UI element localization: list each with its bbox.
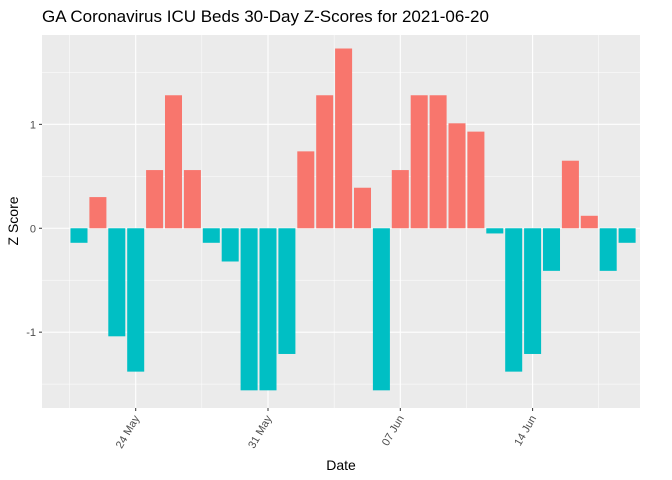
bar bbox=[108, 228, 126, 337]
bar bbox=[335, 48, 353, 229]
y-tick-label: 0 bbox=[30, 223, 36, 235]
bar bbox=[561, 160, 579, 229]
bar bbox=[89, 197, 107, 229]
bar bbox=[599, 228, 617, 271]
bar bbox=[429, 95, 447, 229]
bar bbox=[524, 228, 542, 354]
bar bbox=[70, 228, 88, 243]
bar bbox=[410, 95, 428, 229]
x-tick-label: 07 Jun bbox=[380, 414, 407, 449]
bar bbox=[353, 187, 372, 229]
bar bbox=[146, 170, 164, 229]
y-tick-label: 1 bbox=[30, 119, 36, 131]
x-tick-label: 31 May bbox=[246, 413, 275, 451]
bar bbox=[467, 131, 485, 229]
bar bbox=[316, 95, 334, 229]
bar bbox=[202, 228, 220, 243]
bar bbox=[240, 228, 258, 391]
bar bbox=[278, 228, 296, 354]
bar bbox=[580, 215, 598, 229]
bar bbox=[618, 228, 636, 243]
y-axis-title: Z Score bbox=[5, 196, 21, 245]
bar bbox=[221, 228, 239, 262]
bar bbox=[164, 95, 183, 229]
x-axis-title: Date bbox=[326, 457, 356, 473]
bar bbox=[372, 228, 390, 391]
x-tick-label: 14 Jun bbox=[512, 414, 539, 449]
bar bbox=[259, 228, 277, 391]
chart-title: GA Coronavirus ICU Beds 30-Day Z-Scores … bbox=[42, 7, 489, 26]
bar bbox=[448, 123, 466, 229]
bar bbox=[542, 228, 561, 271]
bar bbox=[486, 228, 504, 234]
bar bbox=[297, 151, 315, 229]
x-tick-label: 24 May bbox=[114, 413, 143, 451]
bar bbox=[391, 170, 409, 229]
bar bbox=[127, 228, 145, 372]
y-tick-label: -1 bbox=[26, 327, 36, 339]
bar bbox=[183, 170, 201, 229]
bar bbox=[505, 228, 523, 372]
